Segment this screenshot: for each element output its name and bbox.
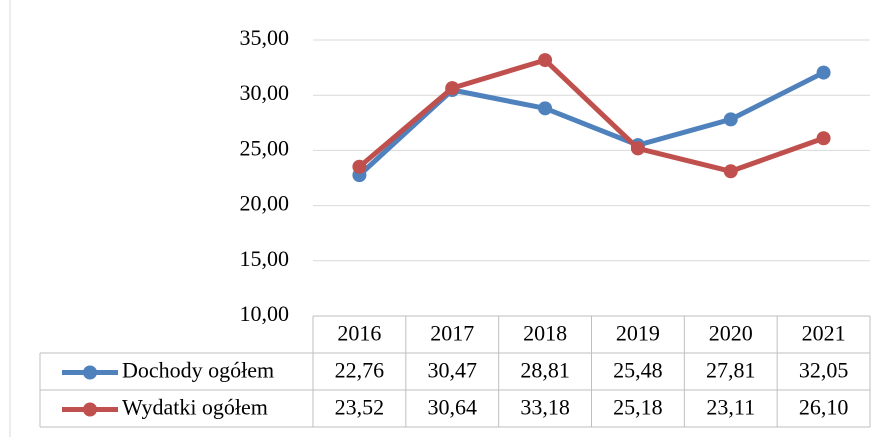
series-marker [723,164,738,179]
x-tick-label: 2019 [616,321,660,346]
x-tick-label: 2020 [709,321,753,346]
y-tick-label: 10,00 [240,301,290,326]
table-value: 30,47 [428,358,478,383]
y-tick-label: 35,00 [240,25,290,50]
table-value: 25,48 [613,358,663,383]
table-value: 32,05 [799,358,849,383]
y-tick-label: 15,00 [240,246,290,271]
legend-marker [83,365,97,380]
x-tick-label: 2017 [430,321,474,346]
x-tick-label: 2018 [523,321,567,346]
table-value: 27,81 [706,358,756,383]
y-tick-label: 25,00 [240,135,290,160]
y-tick-label: 30,00 [240,80,290,105]
table-value: 23,11 [706,395,755,420]
series-marker [630,141,645,156]
series-marker [352,159,367,174]
series-marker [445,81,460,96]
series-marker [816,65,831,80]
x-tick-label: 2021 [802,321,846,346]
series-marker [723,112,738,127]
x-tick-label: 2016 [337,321,381,346]
series-marker [816,131,831,146]
series-marker [538,53,553,68]
table-value: 30,64 [428,395,478,420]
table-value: 33,18 [520,395,570,420]
table-value: 26,10 [799,395,849,420]
table-value: 23,52 [335,395,385,420]
y-tick-label: 20,00 [240,191,290,216]
legend-marker [83,402,97,417]
series-line [357,70,825,177]
legend-label: Dochody ogółem [122,358,274,383]
series-line [357,57,825,174]
legend-label: Wydatki ogółem [122,395,268,420]
table-value: 22,76 [335,358,385,383]
series-marker [538,101,553,116]
table-value: 25,18 [613,395,663,420]
table-value: 28,81 [520,358,570,383]
